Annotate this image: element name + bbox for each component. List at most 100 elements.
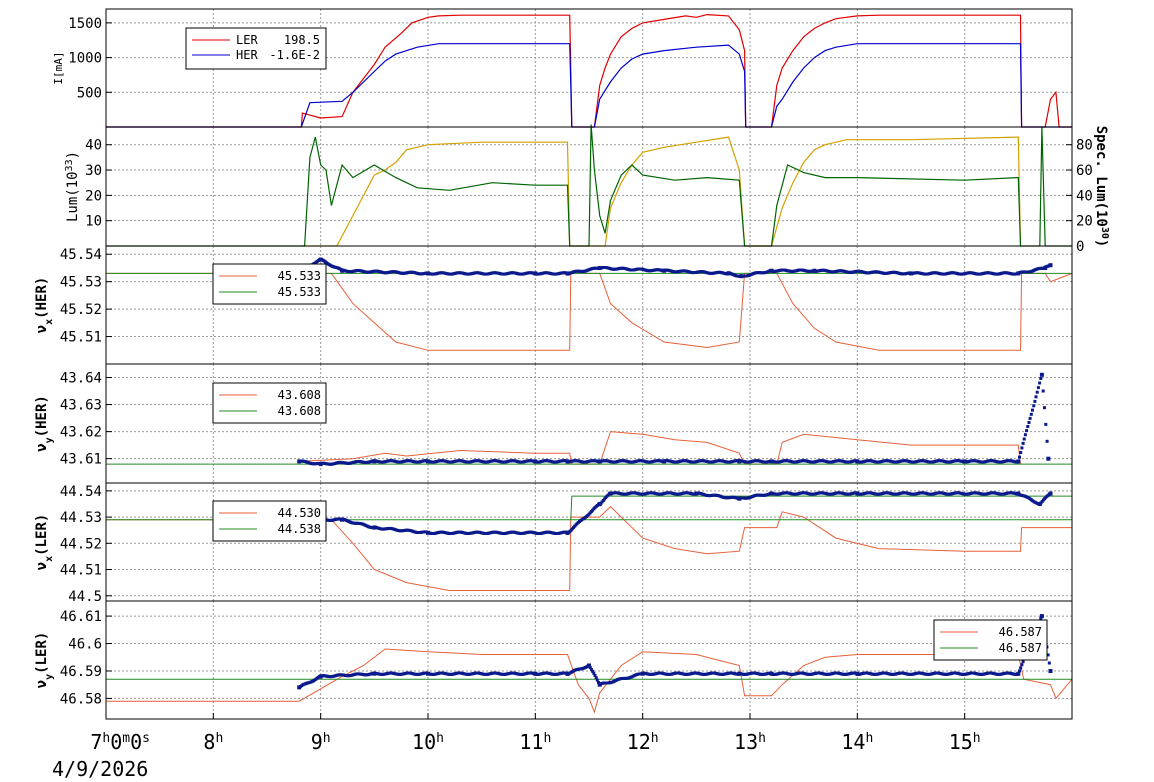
- panel-6: 46.58 46.59 46.6 46.61 νy(LER) 46.587 46.587: [34, 600, 1073, 720]
- measurement-point: [565, 671, 570, 676]
- measurement-point: [1023, 433, 1027, 437]
- legend-name: LER: [236, 33, 258, 47]
- measurement-point: [589, 667, 593, 671]
- measurement-point: [1044, 422, 1048, 426]
- measurement-point: [640, 671, 645, 676]
- model-line: [299, 431, 1021, 465]
- y-tick-label: 44.5: [68, 589, 102, 605]
- measurement-point: [372, 459, 377, 464]
- y2-tick-label: 80: [1076, 138, 1093, 154]
- measurement-point: [297, 459, 302, 464]
- measurement-point: [593, 674, 597, 677]
- x-tick-label: 9h: [311, 730, 331, 754]
- measurement-point: [1016, 671, 1021, 676]
- legend: LER 198.5 HER -1.6E-2: [185, 27, 327, 70]
- measurement-point: [1021, 660, 1025, 664]
- y-axis-label: νx(LER): [34, 514, 55, 571]
- measurement-point: [426, 530, 430, 535]
- measurement-point: [769, 268, 774, 273]
- y-tick-label: 46.6: [68, 637, 102, 653]
- measurement-point: [372, 671, 377, 676]
- measurement-point: [533, 271, 538, 276]
- measurement-point: [594, 676, 598, 680]
- y-tick-label: 46.58: [60, 691, 102, 707]
- measurement-point: [769, 671, 774, 676]
- measurement-point: [1043, 266, 1048, 270]
- y2-tick-label: 60: [1076, 163, 1093, 179]
- x-tick-label: 7h0m0s: [90, 730, 150, 754]
- measurement-point: [372, 525, 377, 530]
- legend-box: [185, 27, 327, 70]
- measurement-point: [737, 671, 742, 676]
- y-tick-label: 44.51: [60, 563, 102, 579]
- legend-box: [212, 263, 327, 305]
- measurement-point: [318, 674, 323, 679]
- x-tick-label: 8h: [203, 730, 223, 754]
- measurement-point: [1019, 451, 1023, 454]
- panel-5: 44.544.5144.5244.5344.54νx(LER)44.53044.…: [34, 482, 1073, 605]
- legend: 46.587 46.587: [933, 619, 1048, 661]
- measurement-point: [1020, 663, 1024, 667]
- measurement-point: [608, 491, 613, 496]
- measurement-point: [318, 257, 323, 262]
- x-tick-label: 12h: [627, 730, 659, 754]
- y-tick-label: 43.61: [60, 452, 102, 468]
- measurement-point: [1036, 386, 1040, 390]
- y-axis-label: Lum(1033): [64, 151, 82, 222]
- legend-name: HER: [236, 48, 258, 62]
- measurement-point: [565, 459, 570, 464]
- y-tick-label: 1000: [68, 51, 102, 67]
- panel-frame: [105, 600, 1073, 720]
- legend-box: [212, 500, 327, 542]
- series-line-1: [106, 13, 1072, 128]
- y-axis-label: νx(HER): [34, 277, 55, 334]
- legend-value: 46.587: [999, 641, 1042, 655]
- legend-box: [212, 382, 327, 424]
- legend-value: -1.6E-2: [269, 48, 320, 62]
- y-tick-label: 500: [77, 85, 102, 101]
- measurement-point: [533, 671, 538, 676]
- legend-value: 44.530: [278, 506, 321, 520]
- measurement-point: [1019, 666, 1023, 670]
- y-axis-label: νy(LER): [34, 632, 55, 689]
- y-axis-label: νy(HER): [34, 395, 55, 452]
- y2-tick-label: 20: [1076, 214, 1093, 230]
- measurement-point: [340, 517, 345, 522]
- measurement-point: [1028, 416, 1032, 420]
- x-tick-label: 15h: [949, 730, 981, 754]
- y-axis-label: I[mA]: [52, 51, 65, 84]
- measurement-point: [812, 268, 817, 273]
- y-tick-label: 43.63: [60, 398, 102, 414]
- model-line: [106, 648, 1073, 714]
- y-tick-label: 43.64: [60, 371, 102, 387]
- date-label: 4/9/2026: [52, 757, 148, 781]
- measurement-point: [1031, 408, 1034, 412]
- measurement-point: [737, 459, 742, 464]
- measurement-point: [318, 462, 323, 467]
- measurement-point: [1045, 439, 1049, 443]
- measurement-point: [595, 678, 599, 682]
- series-line-1: [301, 136, 1022, 247]
- time-axis: 7h0m0s 8h 9h 10h 11h 12h 13h 14h 15h: [90, 713, 981, 754]
- legend-value: 45.533: [278, 269, 321, 283]
- legend: 44.530 44.538: [212, 500, 327, 542]
- y2-axis-label: Spec. Lum(1030): [1093, 126, 1111, 248]
- legend-value: 43.608: [278, 404, 321, 418]
- measurement-point: [1041, 389, 1045, 393]
- measurement-point: [297, 685, 302, 690]
- measurement-point: [1039, 616, 1043, 620]
- measurement-point: [565, 271, 570, 276]
- measurement-point: [597, 502, 602, 506]
- measurement-point: [855, 671, 860, 676]
- measurement-point: [1046, 653, 1050, 657]
- y-tick-label: 30: [85, 163, 102, 179]
- legend-value: 43.608: [278, 388, 321, 402]
- measurement-point: [1039, 372, 1044, 377]
- measurement-point: [855, 491, 860, 496]
- measurement-point: [694, 491, 699, 496]
- measurement-point: [597, 266, 602, 270]
- measurement-point: [587, 663, 591, 668]
- measurement-point: [1035, 390, 1039, 394]
